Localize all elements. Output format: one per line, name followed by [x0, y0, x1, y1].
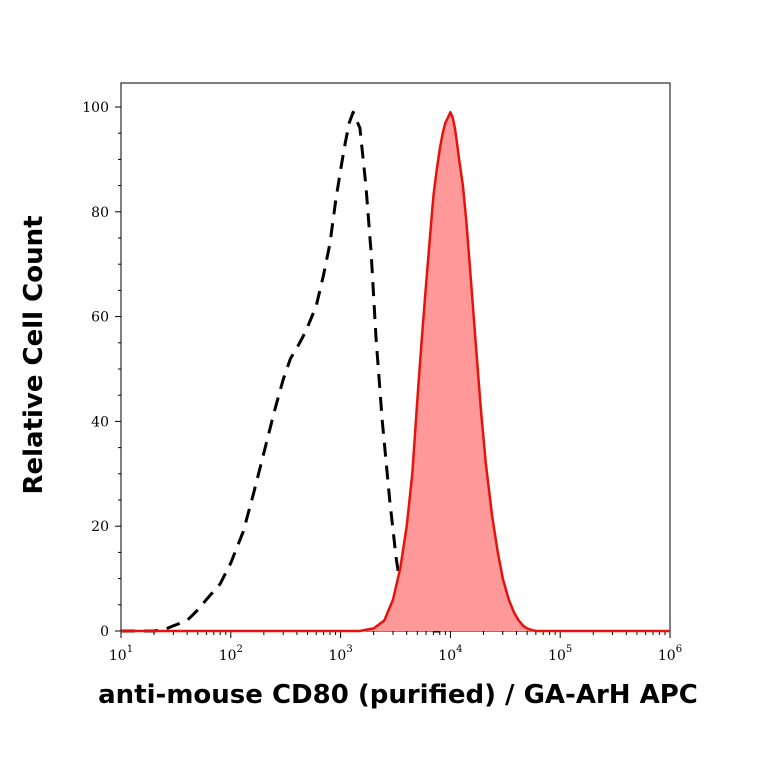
x-tick-label: 103 — [328, 644, 352, 664]
y-tick-label: 0 — [100, 624, 109, 640]
y-tick-label: 80 — [91, 205, 109, 221]
x-tick-base: 10 — [219, 648, 237, 664]
y-axis-title: Relative Cell Count — [19, 215, 49, 494]
x-tick-label: 104 — [438, 644, 462, 664]
x-tick-exponent: 1 — [127, 644, 133, 655]
y-tick-label: 40 — [91, 414, 109, 430]
x-tick-base: 10 — [109, 648, 127, 664]
x-tick-base: 10 — [548, 648, 566, 664]
y-tick-label: 60 — [91, 310, 109, 326]
minor-ticks — [118, 132, 666, 635]
x-tick-label: 102 — [219, 644, 243, 664]
x-tick-exponent: 6 — [676, 644, 682, 655]
y-tick-label: 100 — [82, 100, 109, 116]
x-tick-label: 105 — [548, 644, 572, 664]
x-tick-label: 101 — [109, 644, 133, 664]
x-tick-base: 10 — [438, 648, 456, 664]
x-tick-label: 106 — [658, 644, 682, 664]
x-tick-base: 10 — [658, 648, 676, 664]
x-tick-base: 10 — [328, 648, 346, 664]
x-tick-exponent: 4 — [456, 644, 462, 655]
y-tick-label: 20 — [91, 519, 109, 535]
series-1-line — [121, 110, 670, 633]
x-axis: 101 102 103 104 105 106 — [109, 631, 682, 664]
x-tick-exponent: 3 — [346, 644, 352, 655]
series-1-area — [121, 112, 670, 631]
x-axis-title: anti-mouse CD80 (purified) / GA-ArH APC — [98, 680, 698, 710]
series-0-line — [121, 110, 440, 633]
y-axis: 0 20 40 60 80 100 — [82, 100, 121, 640]
x-tick-exponent: 5 — [566, 644, 572, 655]
x-tick-exponent: 2 — [237, 644, 243, 655]
plot-frame — [120, 82, 671, 632]
series-layer — [121, 110, 670, 633]
